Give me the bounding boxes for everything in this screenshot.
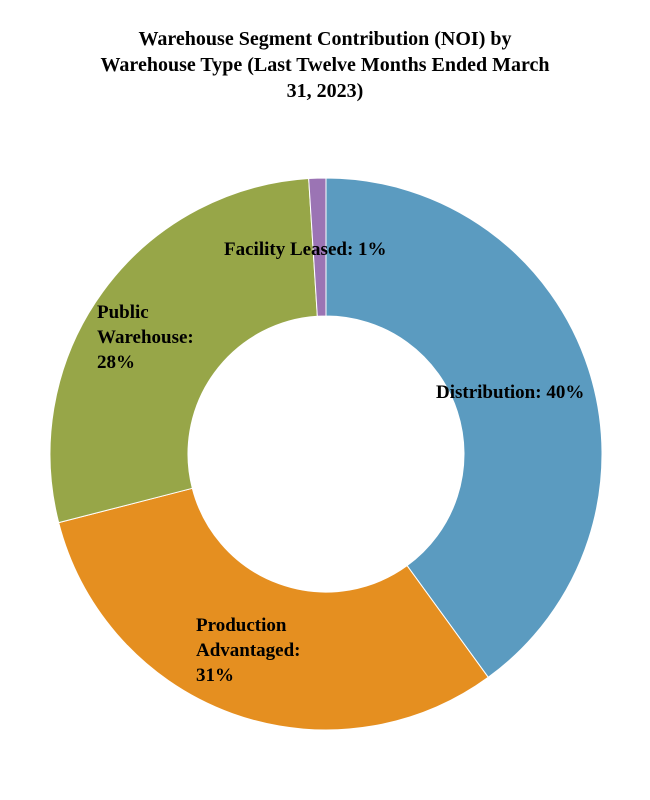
label-line: Production — [196, 615, 287, 636]
slice-distribution — [325, 177, 603, 678]
label-line: Warehouse: — [97, 327, 194, 348]
label-production-advantaged: Production Advantaged: 31% — [196, 615, 301, 686]
label-public-warehouse: Public Warehouse: 28% — [97, 302, 194, 373]
label-line: Distribution: 40% — [436, 382, 584, 403]
label-line: 31% — [196, 665, 234, 686]
donut-slices — [49, 177, 603, 731]
chart-title: Warehouse Segment Contribution (NOI) by … — [0, 26, 650, 104]
slice-facility-leased — [308, 177, 327, 317]
label-facility-leased: Facility Leased: 1% — [224, 239, 387, 260]
label-distribution: Distribution: 40% — [436, 382, 584, 403]
chart-title-line-1: Warehouse Segment Contribution (NOI) by — [138, 28, 512, 50]
chart-title-line-3: 31, 2023) — [286, 80, 364, 102]
label-line: Facility Leased: 1% — [224, 239, 387, 260]
label-line: Public — [97, 302, 149, 323]
label-line: Advantaged: — [196, 640, 301, 661]
chart-title-line-2: Warehouse Type (Last Twelve Months Ended… — [100, 54, 550, 76]
slice-public-warehouse — [49, 178, 318, 524]
label-line: 28% — [97, 352, 135, 373]
slice-labels: Distribution: 40% Production Advantaged: 31… — [97, 239, 584, 686]
slice-production-advantaged — [58, 487, 489, 731]
